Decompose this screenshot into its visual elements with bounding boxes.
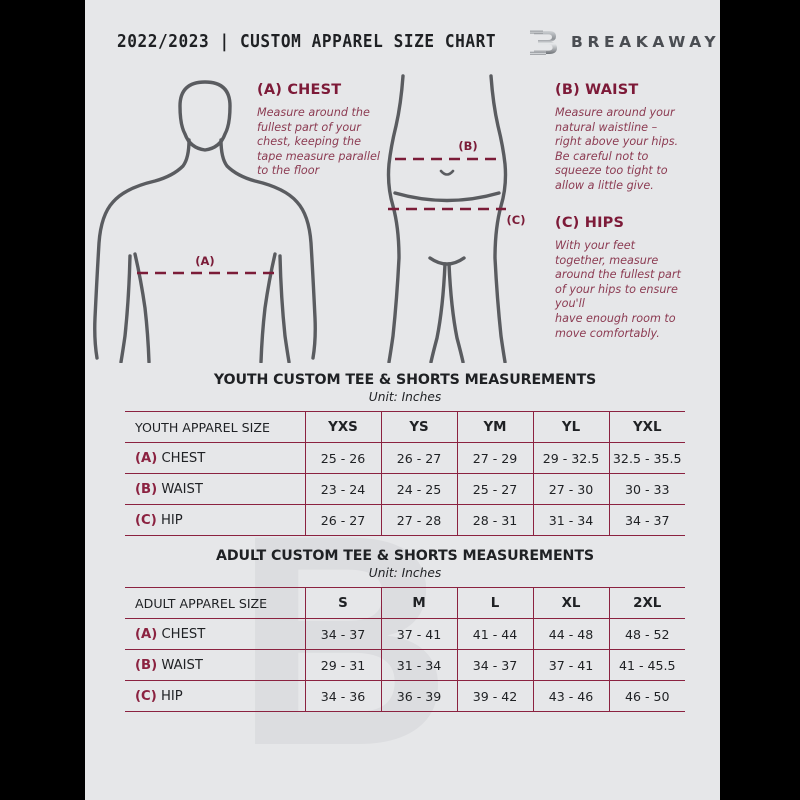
row-label-text: HIP — [160, 512, 183, 528]
adult-hip-xl: 43 - 46 — [532, 680, 609, 712]
youth-waist-yxl: 30 - 33 — [608, 473, 685, 505]
adult-section-title: ADULT CUSTOM TEE & SHORTS MEASUREMENTS — [215, 548, 595, 564]
adult-waist-l: 34 - 37 — [456, 649, 533, 681]
table-row: (C) HIP 34 - 36 36 - 39 39 - 42 43 - 46 … — [125, 680, 685, 712]
table-row: (A) CHEST 25 - 26 26 - 27 27 - 29 29 - 3… — [125, 442, 685, 474]
adult-size-header-4: XL — [532, 587, 609, 619]
body-figures-svg: (A) (B) — [93, 74, 526, 363]
adult-size-header-1: S — [304, 587, 381, 619]
page-title: 2022/2023 | CUSTOM APPAREL SIZE CHART — [117, 32, 497, 52]
size-chart-page: B 2022/2023 | CUSTOM APPAREL SIZE CHART — [85, 0, 720, 800]
chest-marker-label: (A) — [195, 254, 214, 268]
youth-row-label-chest: (A) CHEST — [125, 442, 305, 474]
adult-row-label-chest: (A) CHEST — [125, 618, 305, 650]
adult-size-header-3: L — [456, 587, 533, 619]
adult-chest-m: 37 - 41 — [380, 618, 457, 650]
youth-chest-yxs: 25 - 26 — [304, 442, 381, 474]
callout-chest-heading: (A) CHEST — [257, 82, 342, 98]
adult-section-unit: Unit: Inches — [368, 566, 442, 580]
adult-waist-2xl: 41 - 45.5 — [608, 649, 685, 681]
youth-waist-ym: 25 - 27 — [456, 473, 533, 505]
adult-header-label: ADULT APPAREL SIZE — [125, 587, 305, 619]
youth-size-header-3: YM — [456, 411, 533, 443]
youth-chest-yl: 29 - 32.5 — [532, 442, 609, 474]
adult-hip-m: 36 - 39 — [380, 680, 457, 712]
youth-chest-ys: 26 - 27 — [380, 442, 457, 474]
youth-header-label: YOUTH APPAREL SIZE — [125, 411, 305, 443]
adult-hip-2xl: 46 - 50 — [608, 680, 685, 712]
youth-row-label-hip: (C) HIP — [125, 504, 305, 536]
adult-size-header-2: M — [380, 587, 457, 619]
youth-hip-yxl: 34 - 37 — [608, 504, 685, 536]
adult-chest-l: 41 - 44 — [456, 618, 533, 650]
youth-section-unit: Unit: Inches — [368, 390, 442, 404]
adult-row-label-hip: (C) HIP — [125, 680, 305, 712]
adult-chest-xl: 44 - 48 — [532, 618, 609, 650]
youth-section-title: YOUTH CUSTOM TEE & SHORTS MEASUREMENTS — [213, 372, 597, 388]
youth-measurements-section: YOUTH CUSTOM TEE & SHORTS MEASUREMENTS U… — [125, 372, 685, 536]
table-row: (C) HIP 26 - 27 27 - 28 28 - 31 31 - 34 … — [125, 504, 685, 536]
male-torso-silhouette-icon — [93, 80, 317, 363]
youth-waist-yxs: 23 - 24 — [304, 473, 381, 505]
row-label-text: CHEST — [161, 626, 206, 642]
adult-waist-s: 29 - 31 — [304, 649, 381, 681]
table-row: (B) WAIST 29 - 31 31 - 34 34 - 37 37 - 4… — [125, 649, 685, 681]
youth-size-table: YOUTH APPAREL SIZE YXS YS YM YL YXL (A) … — [125, 411, 685, 536]
callout-waist-body: Measure around your natural waistline – … — [555, 106, 679, 192]
row-tag: (C) — [135, 512, 157, 528]
callout-hips: (C) HIPS With your feet together, measur… — [555, 215, 695, 341]
adult-waist-xl: 37 - 41 — [532, 649, 609, 681]
youth-size-header-4: YL — [532, 411, 609, 443]
youth-waist-yl: 27 - 30 — [532, 473, 609, 505]
page-header: 2022/2023 | CUSTOM APPAREL SIZE CHART — [85, 26, 720, 58]
measurement-illustration: (A) (B) — [85, 68, 720, 363]
row-tag: (A) — [135, 450, 158, 466]
youth-waist-ys: 24 - 25 — [380, 473, 457, 505]
table-row: (A) CHEST 34 - 37 37 - 41 41 - 44 44 - 4… — [125, 618, 685, 650]
youth-chest-yxl: 32.5 - 35.5 — [608, 442, 685, 474]
youth-hip-ym: 28 - 31 — [456, 504, 533, 536]
youth-size-header-2: YS — [380, 411, 457, 443]
youth-chest-ym: 27 - 29 — [456, 442, 533, 474]
callout-hips-body: With your feet together, measure around … — [555, 239, 681, 340]
callout-hips-heading: (C) HIPS — [555, 215, 625, 231]
youth-hip-yxs: 26 - 27 — [304, 504, 381, 536]
table-header-row: ADULT APPAREL SIZE S M L XL 2XL — [125, 587, 685, 619]
callout-chest: (A) CHEST Measure around the fullest par… — [257, 82, 392, 179]
youth-size-header-1: YXS — [304, 411, 381, 443]
youth-row-label-waist: (B) WAIST — [125, 473, 305, 505]
breakaway-b-logo-icon — [529, 26, 559, 58]
waist-marker-label: (B) — [458, 139, 477, 153]
adult-hip-s: 34 - 36 — [304, 680, 381, 712]
row-tag: (C) — [135, 688, 157, 704]
adult-chest-2xl: 48 - 52 — [608, 618, 685, 650]
row-label-text: CHEST — [161, 450, 206, 466]
brand-lockup: BREAKAWAY — [529, 26, 720, 58]
callout-waist: (B) WAIST Measure around your natural wa… — [555, 82, 690, 194]
adult-size-table: ADULT APPAREL SIZE S M L XL 2XL (A) CHES… — [125, 587, 685, 712]
adult-size-header-5: 2XL — [608, 587, 685, 619]
adult-hip-l: 39 - 42 — [456, 680, 533, 712]
row-label-text: WAIST — [161, 481, 203, 497]
row-tag: (B) — [135, 657, 158, 673]
row-label-text: HIP — [160, 688, 183, 704]
row-tag: (A) — [135, 626, 158, 642]
table-row: (B) WAIST 23 - 24 24 - 25 25 - 27 27 - 3… — [125, 473, 685, 505]
adult-measurements-section: ADULT CUSTOM TEE & SHORTS MEASUREMENTS U… — [125, 548, 685, 712]
callout-chest-body: Measure around the fullest part of your … — [257, 106, 380, 178]
adult-row-label-waist: (B) WAIST — [125, 649, 305, 681]
youth-hip-ys: 27 - 28 — [380, 504, 457, 536]
adult-waist-m: 31 - 34 — [380, 649, 457, 681]
row-tag: (B) — [135, 481, 158, 497]
youth-size-header-5: YXL — [608, 411, 685, 443]
hips-marker-label: (C) — [507, 213, 526, 227]
row-label-text: WAIST — [161, 657, 203, 673]
table-header-row: YOUTH APPAREL SIZE YXS YS YM YL YXL — [125, 411, 685, 443]
male-hips-silhouette-icon — [386, 74, 508, 363]
youth-hip-yl: 31 - 34 — [532, 504, 609, 536]
brand-name: BREAKAWAY — [571, 33, 720, 51]
callout-waist-heading: (B) WAIST — [555, 82, 639, 98]
adult-chest-s: 34 - 37 — [304, 618, 381, 650]
